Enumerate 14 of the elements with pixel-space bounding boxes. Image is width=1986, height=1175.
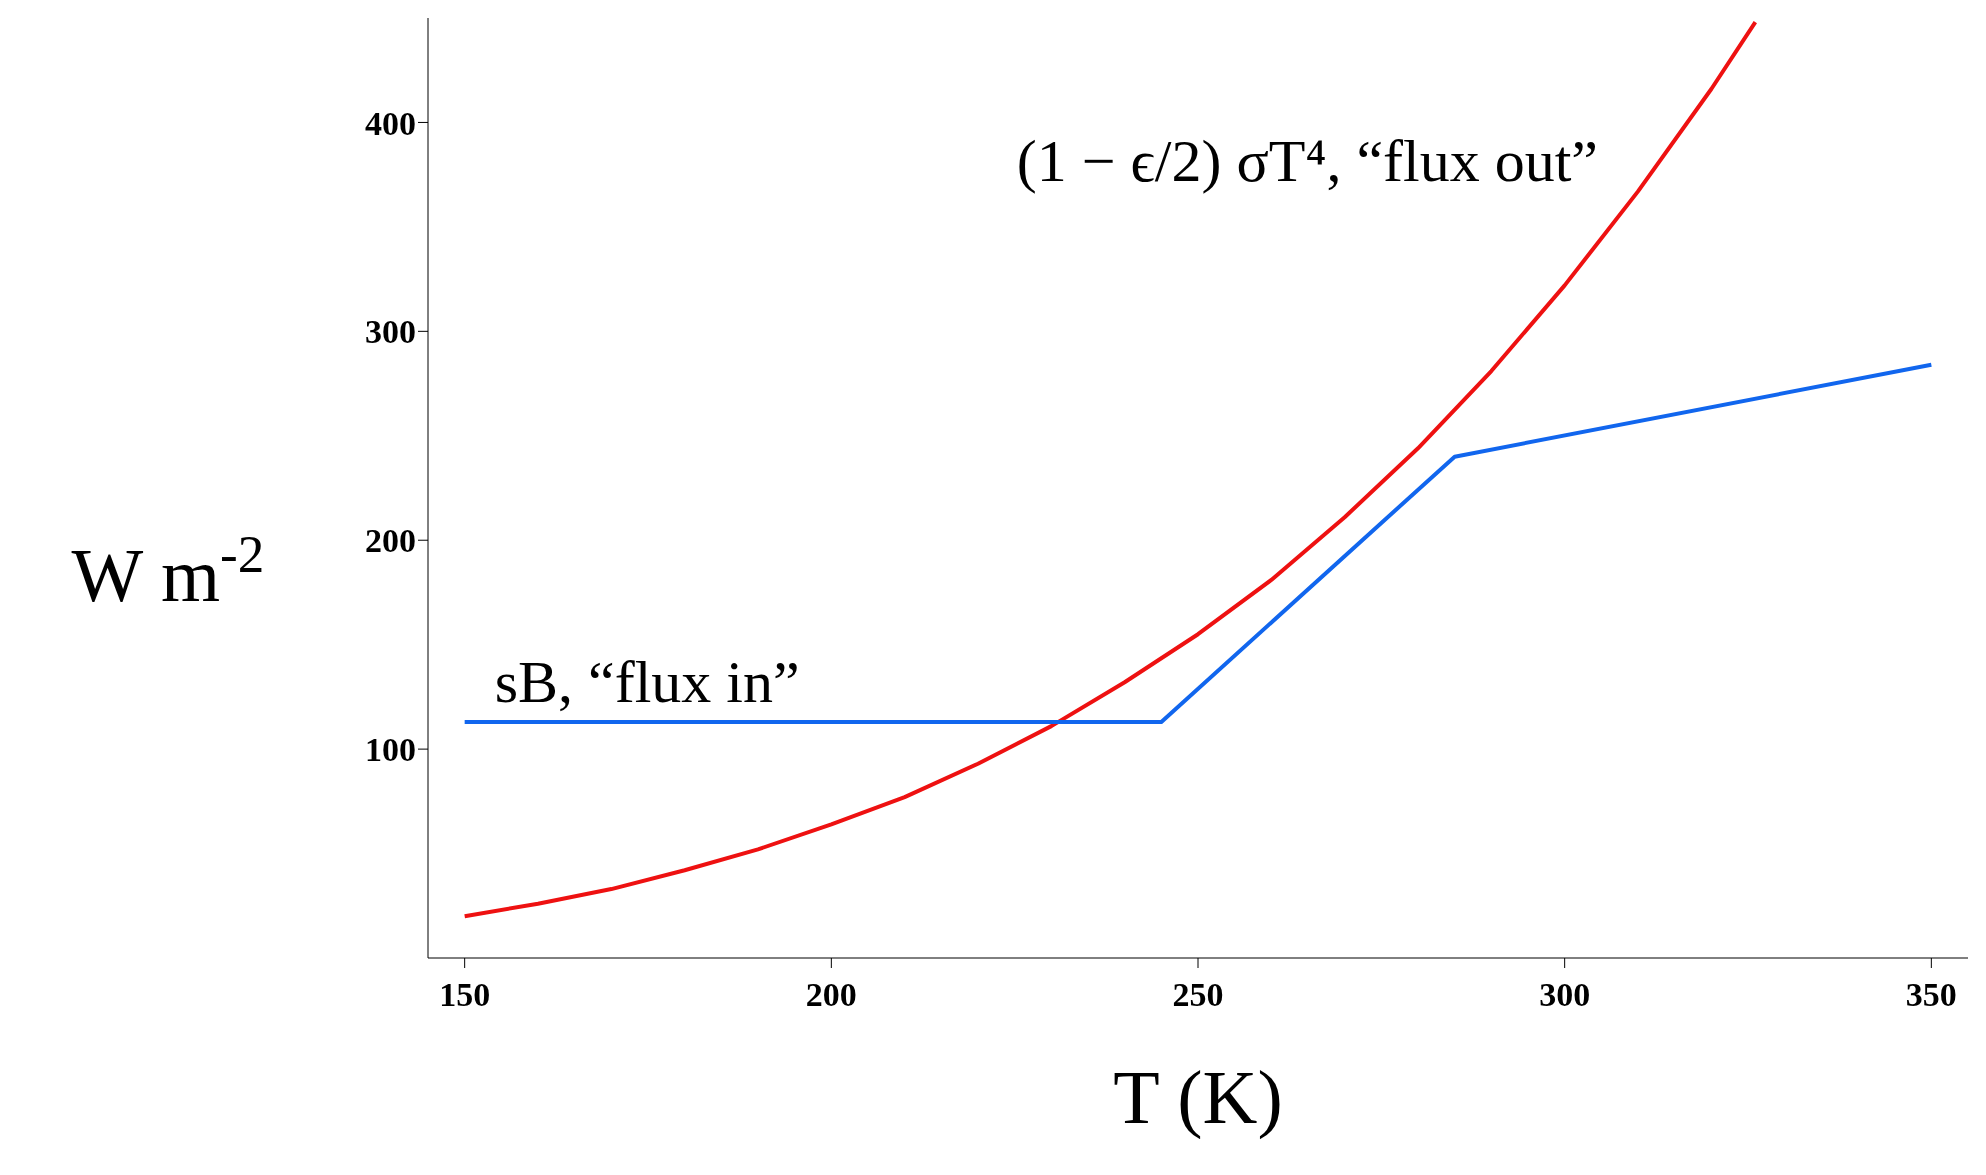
y-tick-label: 400 — [365, 104, 416, 142]
x-axis-title: T (K) — [1113, 1055, 1283, 1140]
x-tick-label: 300 — [1539, 976, 1591, 1014]
y-tick-label: 200 — [365, 522, 416, 560]
x-tick-label: 250 — [1172, 976, 1224, 1014]
x-tick-label: 350 — [1905, 976, 1957, 1014]
y-tick-label: 300 — [365, 313, 416, 351]
series-label: (1 − ϵ/2) σT⁴, “flux out” — [1016, 128, 1598, 195]
x-tick-label: 200 — [805, 976, 857, 1014]
x-tick-label: 150 — [439, 976, 491, 1014]
series-label: sB, “flux in” — [494, 648, 800, 715]
line-series — [462, 20, 1758, 919]
y-tick-label: 100 — [365, 731, 416, 769]
y-axis-title: W m$^{-2}$ — [71, 524, 265, 617]
